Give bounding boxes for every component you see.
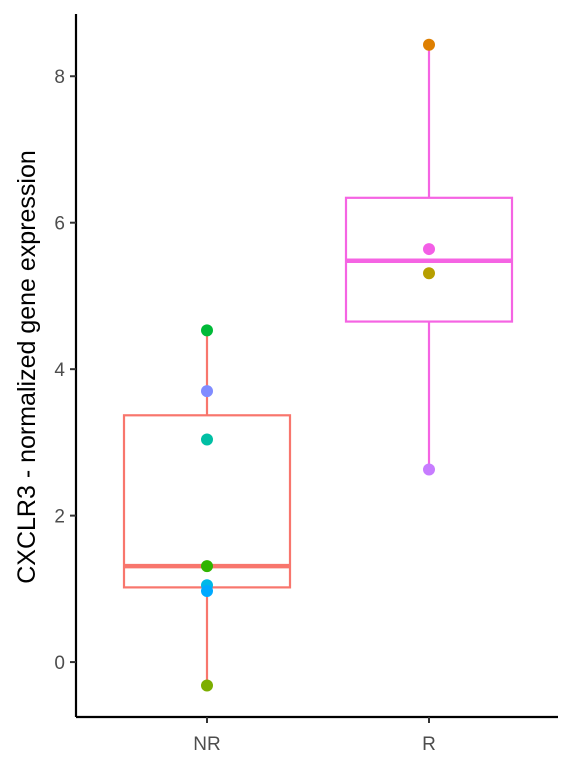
y-tick-label-2: 2 — [54, 507, 65, 528]
data-point-nr-6 — [201, 679, 213, 692]
y-axis-title: CXCLR3 - normalized gene expression — [13, 150, 41, 584]
box-group-r — [344, 44, 514, 470]
y-tick-label-6: 6 — [54, 214, 65, 235]
data-point-nr-2 — [201, 433, 213, 446]
data-point-r-10 — [423, 463, 435, 476]
boxes-layer — [122, 44, 514, 686]
y-tick-label-4: 4 — [54, 360, 65, 381]
data-point-nr-1 — [201, 385, 213, 398]
points-layer — [201, 38, 435, 692]
x-tick-label-r: R — [422, 734, 436, 755]
y-tick-label-8: 8 — [54, 67, 65, 88]
axes-layer: 0 2 4 6 8 NR R — [54, 14, 558, 755]
data-point-nr-3 — [201, 560, 213, 573]
data-point-r-9 — [423, 267, 435, 280]
box-group-nr — [122, 330, 292, 686]
x-tick-label-nr: NR — [193, 734, 220, 755]
data-point-nr-0 — [201, 324, 213, 337]
data-point-nr-5 — [201, 585, 213, 598]
data-point-r-7 — [423, 38, 435, 51]
data-point-r-8 — [423, 243, 435, 256]
y-tick-label-0: 0 — [54, 653, 65, 674]
